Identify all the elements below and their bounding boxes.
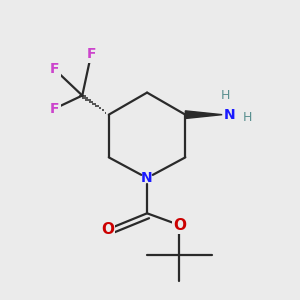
Text: O: O xyxy=(101,222,114,237)
Text: H: H xyxy=(243,111,252,124)
Polygon shape xyxy=(185,111,222,119)
Text: F: F xyxy=(86,47,96,61)
Text: O: O xyxy=(173,218,186,232)
Text: H: H xyxy=(220,89,230,102)
Text: N: N xyxy=(224,108,235,122)
Text: N: N xyxy=(141,171,153,185)
Text: F: F xyxy=(50,102,59,116)
Text: F: F xyxy=(50,62,59,76)
